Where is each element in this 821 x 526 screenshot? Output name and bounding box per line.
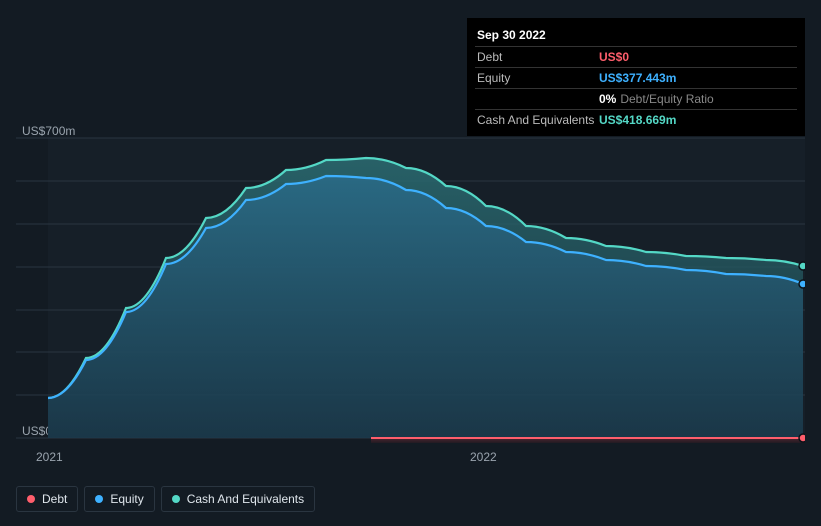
tooltip-value: US$0 — [599, 50, 795, 64]
debt-equity-chart — [16, 125, 805, 445]
legend-dot-icon — [172, 495, 180, 503]
tooltip-date: Sep 30 2022 — [475, 24, 797, 47]
x-axis-label: 2022 — [470, 450, 497, 464]
legend-item[interactable]: Equity — [84, 486, 154, 512]
tooltip-label — [477, 92, 599, 106]
legend-item[interactable]: Cash And Equivalents — [161, 486, 315, 512]
tooltip-value: 0%Debt/Equity Ratio — [599, 92, 795, 106]
legend-dot-icon — [95, 495, 103, 503]
tooltip-row: 0%Debt/Equity Ratio — [475, 89, 797, 110]
tooltip-extra: Debt/Equity Ratio — [620, 92, 713, 106]
legend-dot-icon — [27, 495, 35, 503]
chart-legend: Debt Equity Cash And Equivalents — [16, 486, 315, 512]
tooltip-row: EquityUS$377.443m — [475, 68, 797, 89]
tooltip-value: US$418.669m — [599, 113, 795, 127]
tooltip-row: Cash And EquivalentsUS$418.669m — [475, 110, 797, 130]
x-axis-label: 2021 — [36, 450, 63, 464]
legend-label: Equity — [110, 492, 143, 506]
tooltip-value: US$377.443m — [599, 71, 795, 85]
legend-label: Debt — [42, 492, 67, 506]
tooltip-label: Equity — [477, 71, 599, 85]
legend-item[interactable]: Debt — [16, 486, 78, 512]
legend-label: Cash And Equivalents — [187, 492, 304, 506]
tooltip-row: DebtUS$0 — [475, 47, 797, 68]
tooltip-label: Cash And Equivalents — [477, 113, 599, 127]
tooltip-label: Debt — [477, 50, 599, 64]
chart-tooltip: Sep 30 2022 DebtUS$0EquityUS$377.443m0%D… — [467, 18, 805, 136]
